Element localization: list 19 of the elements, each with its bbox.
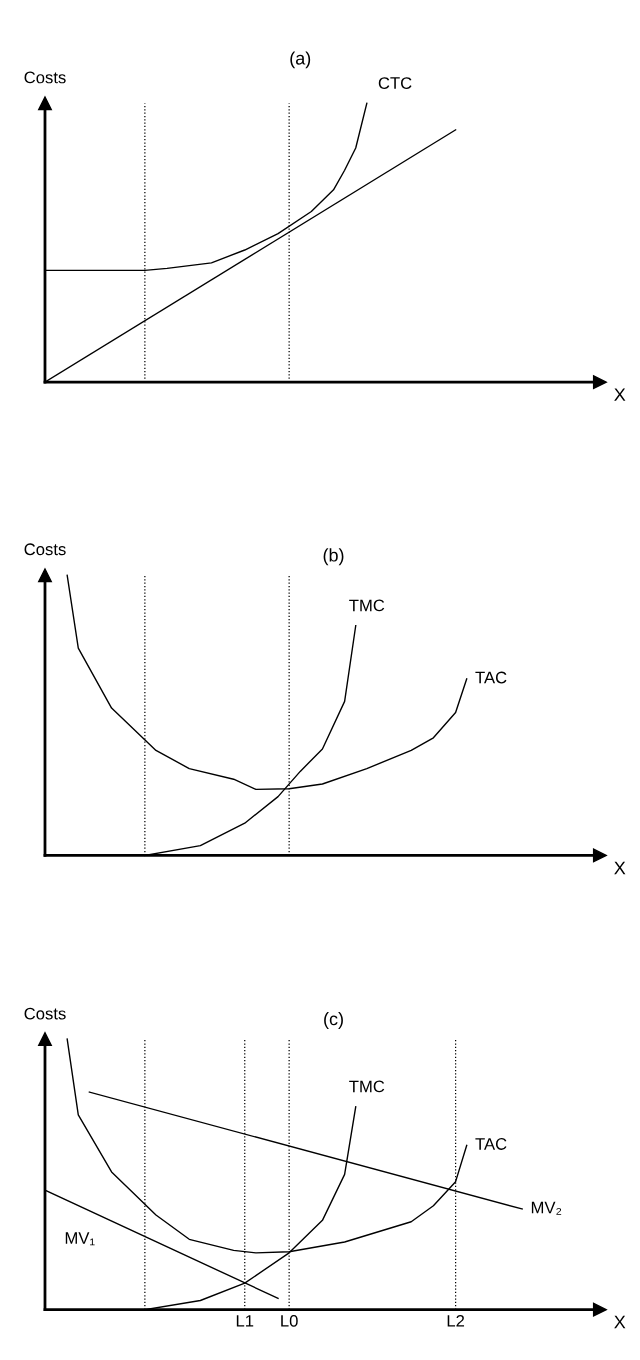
series-label: TMC <box>349 1080 385 1093</box>
series-label: MV₂ <box>531 1201 562 1215</box>
y-axis-title: Costs <box>24 71 66 84</box>
x-tick-label: L2 <box>447 1314 465 1327</box>
x-tick-label: L0 <box>281 1314 298 1327</box>
series-label: TAC <box>475 671 507 684</box>
chart-title: (b) <box>323 548 344 566</box>
x-axis-title: X <box>614 388 626 401</box>
series-label: TAC <box>475 1138 507 1150</box>
series-label: TMC <box>349 599 385 612</box>
x-axis-title: X <box>614 861 626 875</box>
series-label: CTC <box>378 77 412 89</box>
chart-title: (a) <box>290 51 311 69</box>
y-axis-title: Costs <box>24 1007 66 1020</box>
chart-title: (c) <box>324 1012 343 1029</box>
series-label: MV₁ <box>65 1232 95 1246</box>
x-tick-label: L1 <box>236 1315 254 1327</box>
x-axis-title: X <box>614 1315 626 1329</box>
y-axis-title: Costs <box>24 543 66 556</box>
